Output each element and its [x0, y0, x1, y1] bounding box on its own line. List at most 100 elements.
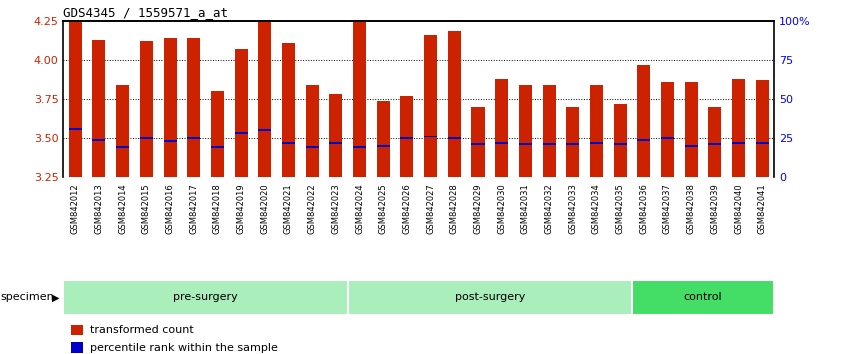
Text: ▶: ▶: [52, 292, 60, 302]
Bar: [519, 143, 532, 145]
Bar: [448, 137, 461, 139]
Bar: [424, 136, 437, 137]
Bar: [637, 65, 651, 177]
Bar: [542, 143, 556, 145]
Bar: [661, 137, 674, 139]
Bar: [637, 139, 651, 141]
Bar: [566, 107, 580, 177]
Text: GSM842022: GSM842022: [308, 183, 316, 234]
Bar: [732, 79, 745, 177]
Bar: [542, 85, 556, 177]
Text: GSM842035: GSM842035: [616, 183, 624, 234]
Bar: [471, 143, 485, 145]
Bar: [613, 104, 627, 177]
Bar: [69, 128, 82, 130]
Bar: [495, 142, 508, 144]
Bar: [661, 82, 674, 177]
Text: GSM842019: GSM842019: [237, 183, 245, 234]
Bar: [234, 132, 248, 134]
Text: specimen: specimen: [1, 292, 55, 302]
Bar: [519, 85, 532, 177]
Text: GSM842017: GSM842017: [190, 183, 198, 234]
Text: GSM842034: GSM842034: [592, 183, 601, 234]
Bar: [211, 91, 224, 177]
Text: GSM842033: GSM842033: [569, 183, 577, 234]
Bar: [234, 49, 248, 177]
Bar: [400, 96, 414, 177]
Bar: [400, 137, 414, 139]
Bar: [163, 38, 177, 177]
Text: GSM842031: GSM842031: [521, 183, 530, 234]
Text: GSM842027: GSM842027: [426, 183, 435, 234]
Text: pre-surgery: pre-surgery: [173, 292, 238, 302]
Bar: [140, 41, 153, 177]
Text: GSM842018: GSM842018: [213, 183, 222, 234]
Bar: [613, 143, 627, 145]
Bar: [376, 145, 390, 147]
Bar: [732, 142, 745, 144]
Text: GSM842024: GSM842024: [355, 183, 364, 234]
Text: GSM842028: GSM842028: [450, 183, 459, 234]
Bar: [376, 101, 390, 177]
Bar: [590, 85, 603, 177]
Bar: [116, 147, 129, 148]
Text: GSM842020: GSM842020: [261, 183, 269, 234]
Bar: [329, 95, 343, 177]
Bar: [684, 82, 698, 177]
Bar: [282, 43, 295, 177]
Bar: [305, 147, 319, 148]
Bar: [708, 143, 722, 145]
Bar: [353, 147, 366, 148]
Text: GDS4345 / 1559571_a_at: GDS4345 / 1559571_a_at: [63, 6, 228, 19]
Text: post-surgery: post-surgery: [454, 292, 525, 302]
Bar: [684, 145, 698, 147]
Text: GSM842021: GSM842021: [284, 183, 293, 234]
Bar: [632, 280, 774, 315]
Bar: [69, 21, 82, 177]
Text: GSM842025: GSM842025: [379, 183, 387, 234]
Text: GSM842032: GSM842032: [545, 183, 553, 234]
Bar: [471, 107, 485, 177]
Bar: [163, 140, 177, 142]
Bar: [140, 137, 153, 139]
Text: GSM842013: GSM842013: [95, 183, 103, 234]
Bar: [187, 137, 201, 139]
Bar: [353, 22, 366, 177]
Bar: [63, 280, 348, 315]
Bar: [448, 30, 461, 177]
Text: GSM842016: GSM842016: [166, 183, 174, 234]
Bar: [282, 142, 295, 144]
Bar: [258, 21, 272, 177]
Text: transformed count: transformed count: [91, 325, 195, 335]
Text: GSM842038: GSM842038: [687, 183, 695, 234]
Text: GSM842015: GSM842015: [142, 183, 151, 234]
Bar: [116, 85, 129, 177]
Bar: [70, 325, 84, 335]
Text: GSM842014: GSM842014: [118, 183, 127, 234]
Bar: [348, 280, 632, 315]
Bar: [495, 79, 508, 177]
Bar: [708, 107, 722, 177]
Bar: [329, 142, 343, 144]
Text: control: control: [684, 292, 722, 302]
Text: GSM842036: GSM842036: [640, 183, 648, 234]
Bar: [424, 35, 437, 177]
Bar: [258, 129, 272, 131]
Bar: [92, 40, 106, 177]
Text: GSM842039: GSM842039: [711, 183, 719, 234]
Text: GSM842029: GSM842029: [474, 183, 482, 234]
Text: GSM842040: GSM842040: [734, 183, 743, 234]
Text: GSM842012: GSM842012: [71, 183, 80, 234]
Text: GSM842041: GSM842041: [758, 183, 766, 234]
Bar: [755, 80, 769, 177]
Bar: [70, 342, 84, 353]
Bar: [187, 38, 201, 177]
Text: percentile rank within the sample: percentile rank within the sample: [91, 343, 278, 353]
Bar: [590, 142, 603, 144]
Text: GSM842023: GSM842023: [332, 183, 340, 234]
Bar: [92, 139, 106, 141]
Text: GSM842037: GSM842037: [663, 183, 672, 234]
Text: GSM842026: GSM842026: [403, 183, 411, 234]
Bar: [566, 143, 580, 145]
Bar: [305, 85, 319, 177]
